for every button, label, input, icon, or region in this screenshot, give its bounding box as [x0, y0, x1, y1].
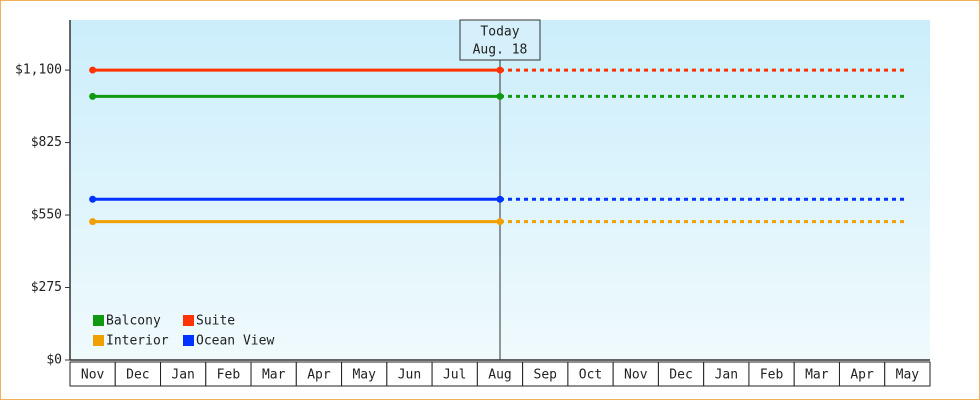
legend-label: Balcony [106, 314, 161, 329]
y-tick-label: $825 [31, 135, 62, 150]
x-tick-cell [657, 361, 705, 387]
x-tick-label: Aug [488, 368, 511, 383]
x-tick-cell [612, 361, 659, 387]
x-tick-cell [567, 361, 614, 387]
x-tick-cell [793, 361, 840, 387]
point [89, 195, 97, 203]
x-tick-label: Sep [534, 368, 558, 383]
y-tick-label: $1,100 [15, 63, 62, 78]
x-tick-label: Nov [81, 368, 105, 383]
legend-label: Ocean View [196, 334, 274, 349]
y-tick-label: $550 [31, 208, 62, 223]
x-tick-cell [703, 361, 750, 387]
x-tick-cell [250, 361, 297, 387]
x-tick-label: Dec [669, 368, 692, 383]
x-tick-label: Feb [217, 368, 241, 383]
x-tick-label: Nov [624, 368, 648, 383]
point [89, 92, 97, 100]
x-tick-cell [386, 361, 433, 387]
x-tick-label: Mar [805, 368, 829, 383]
x-tick-label: Mar [262, 368, 286, 383]
legend-swatch [93, 315, 104, 326]
x-tick-label: Apr [307, 368, 331, 383]
x-tick-label: Jan [715, 368, 738, 383]
x-tick-label: Jan [171, 368, 194, 383]
x-tick-label: May [352, 368, 376, 383]
x-tick-cell [69, 361, 116, 387]
x-tick-label: Jul [443, 368, 466, 383]
x-tick-label: Dec [126, 368, 149, 383]
x-tick-cell [476, 361, 524, 387]
x-tick-cell [884, 361, 931, 387]
x-tick-cell [295, 361, 343, 387]
x-tick-label: Feb [760, 368, 784, 383]
y-tick-label: $275 [31, 280, 62, 295]
annotation-text: Aug. 18 [473, 43, 528, 58]
x-tick-cell [341, 361, 388, 387]
legend-swatch [183, 335, 194, 346]
x-tick-cell [838, 361, 886, 387]
x-tick-label: May [896, 368, 920, 383]
x-tick-label: Oct [579, 368, 602, 383]
legend-swatch [93, 335, 104, 346]
point [496, 66, 504, 74]
annotation-text: Today [480, 25, 519, 40]
legend-label: Suite [196, 314, 235, 329]
legend-swatch [183, 315, 194, 326]
annotation-box [459, 19, 541, 61]
point [89, 218, 97, 226]
point [496, 218, 504, 226]
x-tick-cell [522, 361, 569, 387]
y-tick-label: $0 [46, 353, 62, 368]
point [89, 66, 97, 74]
x-tick-label: Apr [850, 368, 874, 383]
point [496, 195, 504, 203]
x-tick-label: Jun [398, 368, 421, 383]
point [496, 92, 504, 100]
x-tick-cell [748, 361, 795, 387]
legend-label: Interior [106, 334, 169, 349]
